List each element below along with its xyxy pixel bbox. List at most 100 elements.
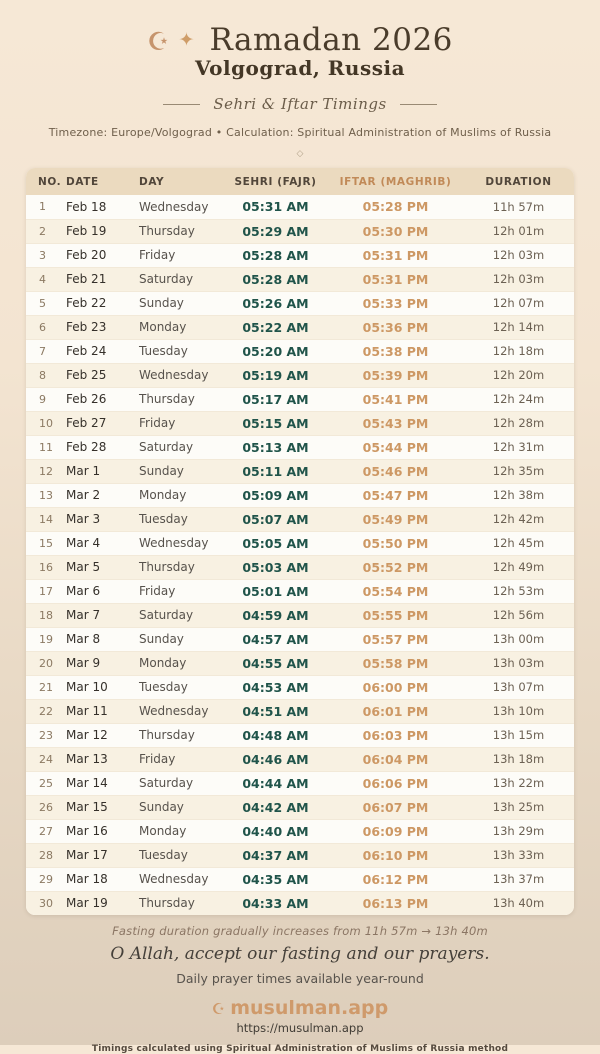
page-footer: Fasting duration gradually increases fro… bbox=[0, 924, 600, 1054]
cell-duration: 12h 49m bbox=[492, 560, 545, 574]
cell-duration: 12h 20m bbox=[492, 368, 545, 382]
cell-sehri: 05:19 AM bbox=[242, 367, 309, 383]
cell-iftar: 06:01 PM bbox=[362, 703, 429, 719]
cell-no: 2 bbox=[39, 224, 46, 238]
cell-sehri: 05:20 AM bbox=[242, 343, 309, 359]
page-header: ☪ ✦ Ramadan 2026 Volgograd, Russia Sehri… bbox=[0, 0, 600, 159]
cell-day: Thursday bbox=[139, 896, 195, 911]
cell-date: Mar 5 bbox=[66, 560, 101, 574]
cell-sehri: 04:44 AM bbox=[242, 775, 309, 791]
cell-duration: 12h 56m bbox=[492, 608, 545, 622]
cell-date: Feb 28 bbox=[66, 440, 107, 454]
cell-date: Feb 18 bbox=[66, 199, 107, 214]
table-row: 13 Mar 2 Monday 05:09 AM 05:47 PM 12h 38m bbox=[26, 483, 574, 507]
table-row: 11 Feb 28 Saturday 05:13 AM 05:44 PM 12h 31m bbox=[26, 435, 574, 459]
cell-no: 23 bbox=[39, 728, 53, 742]
cell-sehri: 05:11 AM bbox=[242, 463, 309, 479]
cell-duration: 12h 31m bbox=[492, 440, 545, 454]
method-note: Timings calculated using Spiritual Admin… bbox=[91, 1044, 509, 1054]
location-subtitle: Volgograd, Russia bbox=[194, 56, 406, 80]
cell-day: Wednesday bbox=[139, 536, 209, 550]
cell-no: 26 bbox=[39, 800, 53, 814]
cell-sehri: 05:15 AM bbox=[242, 415, 309, 431]
table-row: 3 Feb 20 Friday 05:28 AM 05:31 PM 12h 03m bbox=[26, 243, 574, 267]
table-row: 1 Feb 18 Wednesday 05:31 AM 05:28 PM 11h 57m bbox=[26, 195, 574, 219]
cell-sehri: 04:59 AM bbox=[242, 607, 309, 623]
cell-duration: 12h 03m bbox=[492, 248, 545, 262]
cell-date: Mar 8 bbox=[66, 632, 101, 646]
cell-date: Mar 6 bbox=[66, 584, 101, 598]
cell-day: Thursday bbox=[139, 728, 195, 742]
cell-date: Feb 21 bbox=[66, 272, 107, 286]
cell-date: Feb 22 bbox=[66, 296, 107, 310]
timetable-card: NO. DATE DAY SEHRI (FAJR) IFTAR (MAGHRIB… bbox=[26, 168, 574, 915]
cell-iftar: 05:31 PM bbox=[362, 271, 429, 287]
brand-link[interactable]: ☪ musulman.app bbox=[0, 997, 600, 1019]
cell-iftar: 05:44 PM bbox=[362, 439, 429, 455]
cell-no: 3 bbox=[39, 248, 46, 262]
cell-sehri: 05:28 AM bbox=[242, 247, 309, 263]
cell-iftar: 05:33 PM bbox=[362, 295, 429, 311]
cell-iftar: 06:00 PM bbox=[362, 679, 429, 695]
cell-day: Tuesday bbox=[139, 848, 188, 862]
cell-day: Saturday bbox=[139, 272, 194, 286]
timings-table: NO. DATE DAY SEHRI (FAJR) IFTAR (MAGHRIB… bbox=[26, 168, 574, 915]
cell-sehri: 05:28 AM bbox=[242, 271, 309, 287]
cell-duration: 12h 45m bbox=[492, 536, 545, 550]
cell-iftar: 05:36 PM bbox=[362, 319, 429, 335]
cell-no: 5 bbox=[39, 296, 46, 310]
cell-day: Saturday bbox=[139, 776, 194, 790]
col-header-sehri: SEHRI (FAJR) bbox=[223, 168, 328, 195]
cell-date: Mar 11 bbox=[66, 704, 108, 718]
cell-duration: 13h 00m bbox=[492, 632, 545, 646]
cell-day: Tuesday bbox=[139, 680, 188, 694]
table-row: 19 Mar 8 Sunday 04:57 AM 05:57 PM 13h 00m bbox=[26, 627, 574, 651]
table-row: 10 Feb 27 Friday 05:15 AM 05:43 PM 12h 28m bbox=[26, 411, 574, 435]
cell-iftar: 05:57 PM bbox=[362, 631, 429, 647]
cell-iftar: 05:30 PM bbox=[362, 223, 429, 239]
cell-day: Sunday bbox=[139, 464, 184, 478]
cell-duration: 12h 35m bbox=[492, 464, 545, 478]
cell-date: Feb 27 bbox=[66, 416, 107, 430]
cell-no: 16 bbox=[39, 560, 53, 574]
sparkle-icon: ✦ bbox=[178, 28, 195, 51]
cell-date: Mar 18 bbox=[66, 872, 108, 886]
timezone-calculation-note: Timezone: Europe/Volgograd • Calculation… bbox=[48, 126, 552, 139]
cell-duration: 12h 24m bbox=[492, 392, 545, 406]
cell-day: Sunday bbox=[139, 632, 184, 646]
cell-no: 6 bbox=[39, 320, 46, 334]
cell-no: 9 bbox=[39, 392, 46, 406]
cell-no: 4 bbox=[39, 272, 46, 286]
cell-iftar: 06:04 PM bbox=[362, 751, 429, 767]
cell-iftar: 06:13 PM bbox=[362, 895, 429, 911]
cell-sehri: 05:09 AM bbox=[242, 487, 309, 503]
cell-sehri: 05:17 AM bbox=[242, 391, 309, 407]
cell-day: Monday bbox=[139, 320, 187, 334]
cell-day: Sunday bbox=[139, 296, 184, 310]
divider-line-right bbox=[399, 103, 437, 105]
cell-duration: 12h 18m bbox=[492, 344, 545, 358]
col-header-no: NO. bbox=[26, 168, 66, 195]
cell-iftar: 06:03 PM bbox=[362, 727, 429, 743]
cell-sehri: 04:37 AM bbox=[242, 847, 309, 863]
cell-duration: 12h 38m bbox=[492, 488, 545, 502]
cell-duration: 13h 33m bbox=[492, 848, 545, 862]
brand-url[interactable]: https://musulman.app bbox=[236, 1021, 364, 1035]
cell-iftar: 05:52 PM bbox=[362, 559, 429, 575]
cell-iftar: 05:47 PM bbox=[362, 487, 429, 503]
cell-iftar: 06:09 PM bbox=[362, 823, 429, 839]
cell-iftar: 05:31 PM bbox=[362, 247, 429, 263]
cell-day: Monday bbox=[139, 656, 187, 670]
cell-duration: 13h 07m bbox=[492, 680, 545, 694]
cell-duration: 13h 40m bbox=[492, 896, 545, 911]
cell-duration: 13h 03m bbox=[492, 656, 545, 670]
cell-date: Mar 10 bbox=[66, 680, 108, 694]
table-row: 27 Mar 16 Monday 04:40 AM 06:09 PM 13h 29m bbox=[26, 819, 574, 843]
cell-no: 21 bbox=[39, 680, 53, 694]
cell-date: Mar 16 bbox=[66, 824, 108, 838]
cell-no: 14 bbox=[39, 512, 53, 526]
cell-sehri: 05:29 AM bbox=[242, 223, 309, 239]
page-title: Ramadan 2026 bbox=[209, 22, 453, 58]
table-row: 23 Mar 12 Thursday 04:48 AM 06:03 PM 13h 15m bbox=[26, 723, 574, 747]
table-header-row: NO. DATE DAY SEHRI (FAJR) IFTAR (MAGHRIB… bbox=[26, 168, 574, 195]
